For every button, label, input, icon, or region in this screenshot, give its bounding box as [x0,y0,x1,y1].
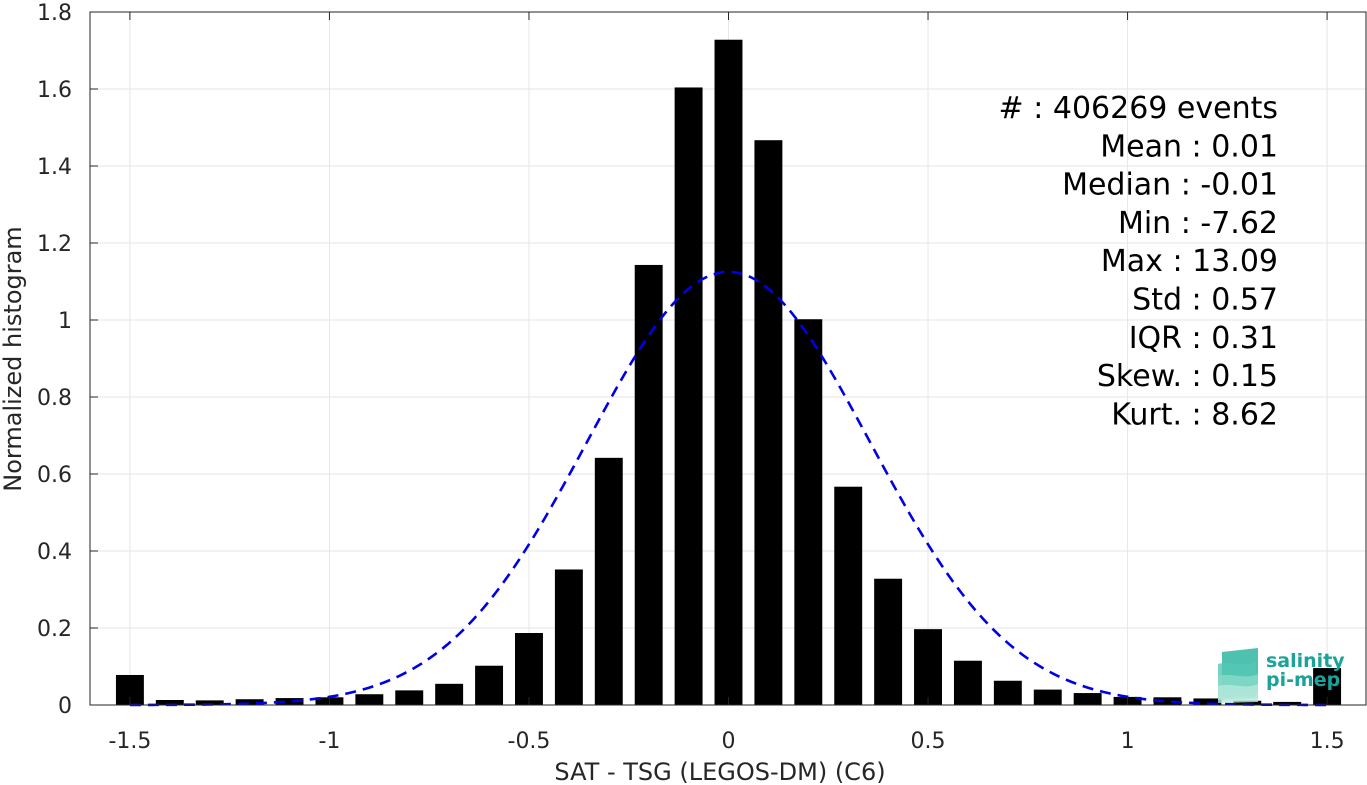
stat-line: # : 406269 events [999,91,1278,126]
stat-line: Max : 13.09 [1101,244,1278,279]
histogram-bar [634,264,663,705]
histogram-bar [355,694,384,705]
histogram-bar [155,699,184,705]
y-tick-label: 1 [58,309,72,334]
histogram-bar [993,680,1022,705]
histogram-bar [275,698,304,705]
y-tick-label: 1.8 [37,1,72,26]
stat-line: Std : 0.57 [1132,283,1278,318]
stat-line: Mean : 0.01 [1100,129,1278,164]
normal-fit-curve [129,270,1328,707]
histogram-bar [674,87,703,705]
axis-ticks [90,11,1328,706]
logo-line1: salinity [1266,650,1345,672]
x-tick-label: 0.5 [911,729,946,754]
y-tick-label: 1.2 [37,232,72,257]
stat-line: Kurt. : 8.62 [1111,397,1278,432]
histogram-bar [1233,700,1262,705]
histogram-bars [115,39,1342,706]
x-tick-label: 1 [1121,729,1135,754]
x-tick-label: 1.5 [1310,729,1345,754]
histogram-bar [1273,701,1302,705]
x-tick-label: -0.5 [508,729,551,754]
stat-line: Min : -7.62 [1118,206,1278,241]
histogram-bar [914,629,942,705]
y-axis-label: Normalized histogram [0,226,27,491]
histogram-bar [754,140,783,705]
histogram-bar [515,633,543,705]
histogram-bar [834,486,863,705]
histogram-bar [1153,697,1182,705]
x-tick-label: 0 [722,729,736,754]
histogram-bar [395,690,424,705]
logo-line2: pi-mep [1266,669,1340,691]
y-tick-label: 0.6 [37,463,72,488]
stat-line: Median : -0.01 [1062,168,1278,203]
y-tick-label: 0.2 [37,617,72,642]
histogram-bar [1073,693,1102,705]
x-axis-label: SAT - TSG (LEGOS-DM) (C6) [554,758,885,785]
y-tick-label: 1.4 [37,155,72,180]
y-tick-label: 1.6 [37,78,72,103]
y-tick-label: 0.4 [37,540,72,565]
histogram-bar [475,665,504,705]
x-tick-labels: -1.5 -1 -0.5 0 0.5 1 1.5 [108,729,1344,754]
histogram-bar [435,683,464,705]
y-tick-label: 0 [58,694,72,719]
salinity-pi-mep-logo: salinity pi-mep [1218,648,1345,703]
histogram-bar [794,319,823,705]
histogram-bar [235,699,264,705]
histogram-bar [195,700,224,705]
x-tick-label: -1 [318,729,340,754]
histogram-bar [874,578,903,705]
histogram-bar [953,660,982,705]
histogram-bar [1033,689,1062,705]
histogram-bar [1193,698,1222,705]
x-tick-label: -1.5 [108,729,151,754]
stat-line: IQR : 0.31 [1129,321,1278,356]
histogram-bar [714,39,743,706]
y-tick-labels: 0 0.2 0.4 0.6 0.8 1 1.2 1.4 1.6 1.8 [37,1,72,719]
stat-line: Skew. : 0.15 [1097,359,1278,394]
y-tick-label: 0.8 [37,386,72,411]
histogram-bar [554,569,583,705]
histogram-bar [594,457,623,705]
logo-waves-icon [1218,648,1258,703]
